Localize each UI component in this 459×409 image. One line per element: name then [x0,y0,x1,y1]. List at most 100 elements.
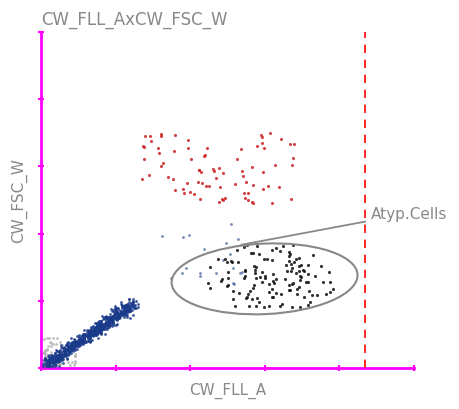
Point [118,305,126,312]
Point [94,321,101,327]
Point [79,337,86,344]
Point [123,302,131,309]
Point [296,277,303,283]
Point [122,302,129,308]
Point [296,303,303,310]
Point [111,303,118,309]
Point [46,355,53,362]
Point [227,258,235,265]
Point [49,360,56,366]
Point [62,346,69,353]
Point [48,362,56,369]
Point [129,299,137,306]
Point [65,345,73,351]
Point [60,347,67,353]
Point [64,351,71,357]
Point [58,345,66,351]
Point [112,314,119,321]
Point [60,353,67,360]
Point [96,323,103,330]
Point [264,281,272,288]
Point [252,264,259,270]
Point [53,355,61,362]
Point [46,357,53,363]
Point [46,359,53,366]
Point [89,337,96,343]
Point [182,265,189,272]
Point [253,295,260,302]
Point [251,267,258,273]
Point [291,270,299,277]
Point [97,320,105,327]
Point [68,343,76,350]
Point [71,344,78,351]
Point [123,308,130,314]
Point [65,349,73,356]
Point [108,315,116,322]
Point [70,339,78,346]
Point [122,302,129,309]
Point [105,319,112,326]
Point [92,326,99,333]
Point [47,354,55,360]
Point [120,307,128,313]
Point [44,346,51,353]
Point [108,323,115,330]
Point [59,356,66,363]
Point [62,348,70,355]
Point [154,146,162,152]
Point [103,319,110,326]
Point [90,328,97,335]
Point [47,340,54,347]
Point [253,243,261,249]
Point [101,331,108,338]
Point [186,189,194,196]
Point [97,330,105,336]
Point [94,328,101,335]
Point [75,343,82,349]
Point [66,343,73,349]
Point [86,338,94,344]
Point [268,257,275,263]
Point [104,317,112,324]
Point [122,308,129,315]
Point [61,349,68,356]
Point [54,353,61,360]
Point [68,345,75,351]
Point [111,306,118,312]
Point [53,348,60,354]
Point [78,339,86,346]
Point [87,331,95,338]
Point [90,333,97,339]
Point [128,302,135,308]
Point [97,317,105,324]
Point [118,302,125,309]
Point [56,353,64,360]
Point [46,358,54,364]
Point [56,351,63,358]
Point [64,347,72,354]
Point [290,259,297,266]
Point [62,347,69,354]
Point [75,337,83,343]
Point [86,333,93,340]
Point [241,269,248,275]
Point [117,308,124,315]
Point [48,363,55,369]
Point [123,301,131,308]
Point [304,279,311,285]
Point [118,303,126,309]
Point [75,337,82,344]
Point [59,352,67,359]
Point [64,345,72,351]
Point [290,141,297,148]
Point [61,345,68,352]
Point [125,308,132,315]
Point [111,305,118,312]
Point [90,328,98,335]
Point [81,338,89,345]
Point [97,328,104,334]
Point [275,248,283,254]
Point [41,357,48,363]
Point [271,276,279,282]
